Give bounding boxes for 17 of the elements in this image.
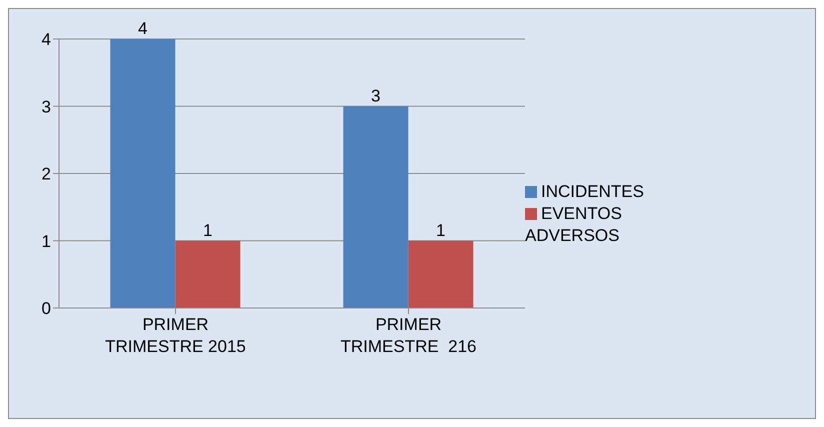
bar	[175, 240, 240, 308]
y-tick-label: 1	[42, 232, 51, 251]
data-label: 3	[371, 86, 380, 106]
data-label: 1	[203, 220, 212, 240]
y-tick-label: 4	[42, 30, 51, 50]
data-label: 4	[138, 19, 148, 38]
legend-label: INCIDENTES	[541, 182, 644, 200]
data-label: 1	[436, 220, 446, 240]
bar	[408, 240, 474, 308]
x-tick-label: PRIMER TRIMESTRE 2015	[105, 315, 246, 356]
legend-label: EVENTOS ADVERSOS	[525, 204, 622, 244]
y-tick-label: 0	[42, 299, 51, 318]
y-tick-label: 3	[42, 97, 51, 116]
x-tick-label: PRIMER TRIMESTRE 216	[340, 315, 477, 356]
y-tick-label: 2	[42, 164, 51, 184]
bar	[110, 39, 176, 308]
bar	[343, 106, 408, 308]
